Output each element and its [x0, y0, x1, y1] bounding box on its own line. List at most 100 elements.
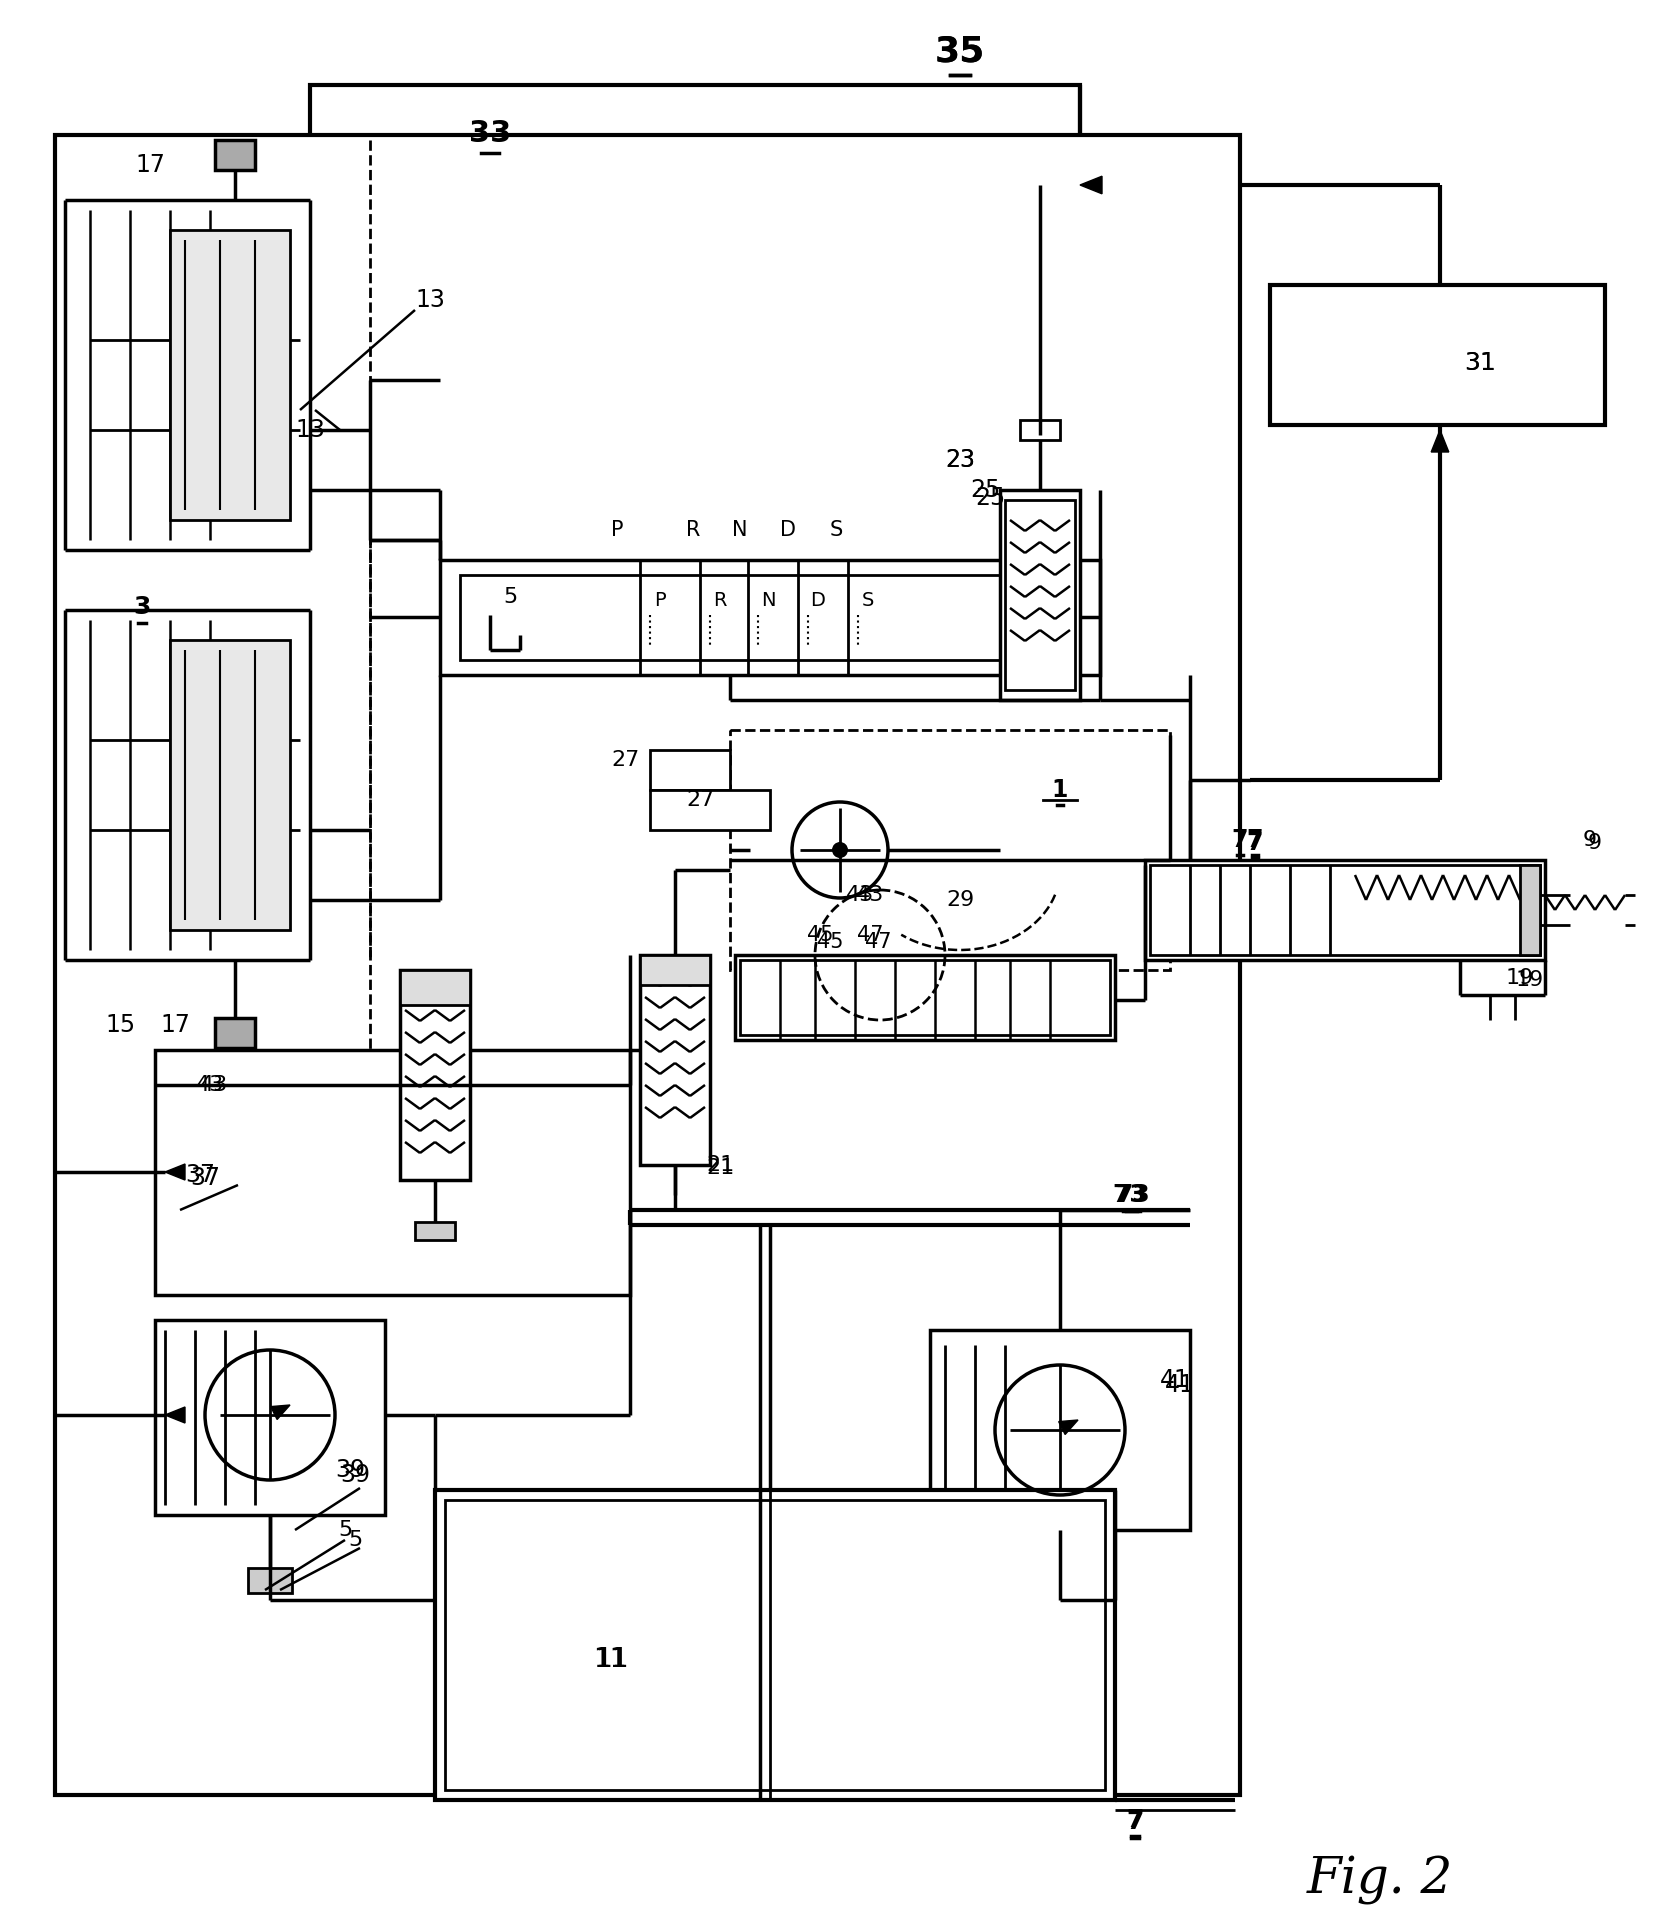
Text: 45: 45 — [817, 932, 843, 953]
Text: 5: 5 — [348, 1529, 362, 1550]
Text: 27: 27 — [611, 749, 640, 770]
Bar — [169, 231, 290, 521]
Bar — [1005, 499, 1075, 690]
Text: 47: 47 — [856, 926, 883, 945]
Text: R: R — [714, 590, 727, 609]
Text: 13: 13 — [415, 288, 446, 311]
Bar — [1270, 284, 1605, 425]
Text: 35: 35 — [935, 35, 985, 69]
Bar — [400, 970, 471, 1005]
Text: 47: 47 — [864, 932, 891, 953]
Text: P: P — [611, 521, 623, 540]
Text: 7: 7 — [1246, 828, 1263, 853]
Text: 9: 9 — [1588, 834, 1601, 853]
Bar — [1146, 861, 1544, 960]
Bar — [1038, 1568, 1082, 1593]
Bar — [55, 134, 1240, 1794]
Text: 73: 73 — [1112, 1183, 1147, 1206]
Text: 21: 21 — [705, 1155, 734, 1176]
Bar — [640, 955, 710, 985]
Text: 41: 41 — [1166, 1374, 1194, 1397]
Text: P: P — [655, 590, 667, 609]
Bar — [310, 85, 1080, 184]
Text: 33: 33 — [469, 119, 511, 148]
Bar — [441, 561, 1100, 674]
Text: 15: 15 — [106, 1012, 136, 1037]
Circle shape — [832, 841, 848, 859]
Bar — [214, 140, 255, 169]
Text: 13: 13 — [295, 419, 325, 442]
Text: 31: 31 — [1464, 352, 1496, 375]
Bar — [436, 1491, 1116, 1800]
Text: 1: 1 — [1052, 778, 1067, 801]
Text: 1: 1 — [1052, 778, 1069, 801]
Bar — [400, 970, 471, 1179]
Text: 5: 5 — [502, 588, 518, 607]
Text: 73: 73 — [1116, 1183, 1151, 1206]
Bar — [930, 1329, 1189, 1529]
Text: 43: 43 — [196, 1076, 224, 1095]
Text: 31: 31 — [1464, 352, 1496, 375]
Text: 25: 25 — [975, 486, 1005, 509]
Polygon shape — [166, 1164, 184, 1179]
Text: 41: 41 — [1161, 1368, 1189, 1393]
Bar — [1020, 421, 1060, 440]
Text: 35: 35 — [935, 35, 985, 69]
Text: 23: 23 — [945, 448, 975, 473]
Bar — [214, 1018, 255, 1049]
Text: 17: 17 — [161, 1012, 189, 1037]
Text: 7: 7 — [1246, 832, 1263, 855]
Text: 23: 23 — [945, 448, 975, 473]
Text: N: N — [760, 590, 776, 609]
Text: 39: 39 — [340, 1464, 370, 1487]
Bar — [156, 1320, 385, 1516]
Bar — [461, 574, 1080, 661]
Text: 43: 43 — [846, 886, 874, 905]
Bar — [650, 749, 730, 790]
Text: 27: 27 — [685, 790, 714, 811]
Bar — [169, 640, 290, 930]
Polygon shape — [166, 1406, 184, 1423]
Text: 37: 37 — [189, 1166, 219, 1189]
Text: 19: 19 — [1516, 970, 1544, 989]
Text: 43: 43 — [856, 886, 884, 905]
Bar — [156, 1051, 630, 1295]
Text: N: N — [732, 521, 747, 540]
Bar — [1000, 490, 1080, 699]
Text: 7: 7 — [1126, 1808, 1144, 1833]
Polygon shape — [271, 1404, 290, 1420]
Bar — [730, 730, 1171, 970]
Text: R: R — [685, 521, 700, 540]
Text: 21: 21 — [705, 1158, 734, 1178]
Text: 29: 29 — [946, 889, 975, 911]
Bar — [735, 955, 1116, 1039]
Text: 7: 7 — [1231, 828, 1248, 853]
Text: 11: 11 — [593, 1646, 626, 1673]
Bar — [740, 960, 1111, 1035]
Text: D: D — [781, 521, 796, 540]
Bar — [1151, 864, 1539, 955]
Bar — [415, 1222, 456, 1239]
Text: 25: 25 — [970, 478, 1000, 501]
Text: 7: 7 — [1126, 1810, 1144, 1835]
Text: 3: 3 — [134, 596, 151, 619]
Text: D: D — [811, 590, 826, 609]
Text: 5: 5 — [338, 1520, 352, 1541]
Polygon shape — [1430, 430, 1449, 451]
Text: 17: 17 — [136, 154, 164, 177]
Text: Fig. 2: Fig. 2 — [1306, 1856, 1454, 1906]
Text: 45: 45 — [807, 926, 832, 945]
Text: 9: 9 — [1583, 830, 1596, 849]
Text: 43: 43 — [199, 1076, 228, 1095]
Text: 19: 19 — [1506, 968, 1534, 987]
Bar — [248, 1568, 291, 1593]
Bar — [650, 790, 770, 830]
Text: 11: 11 — [595, 1646, 628, 1673]
Text: 39: 39 — [335, 1458, 365, 1481]
Bar — [446, 1500, 1106, 1790]
Polygon shape — [1059, 1420, 1079, 1435]
Text: S: S — [829, 521, 843, 540]
Bar — [1519, 864, 1539, 955]
Text: S: S — [863, 590, 874, 609]
Text: 37: 37 — [184, 1162, 214, 1187]
